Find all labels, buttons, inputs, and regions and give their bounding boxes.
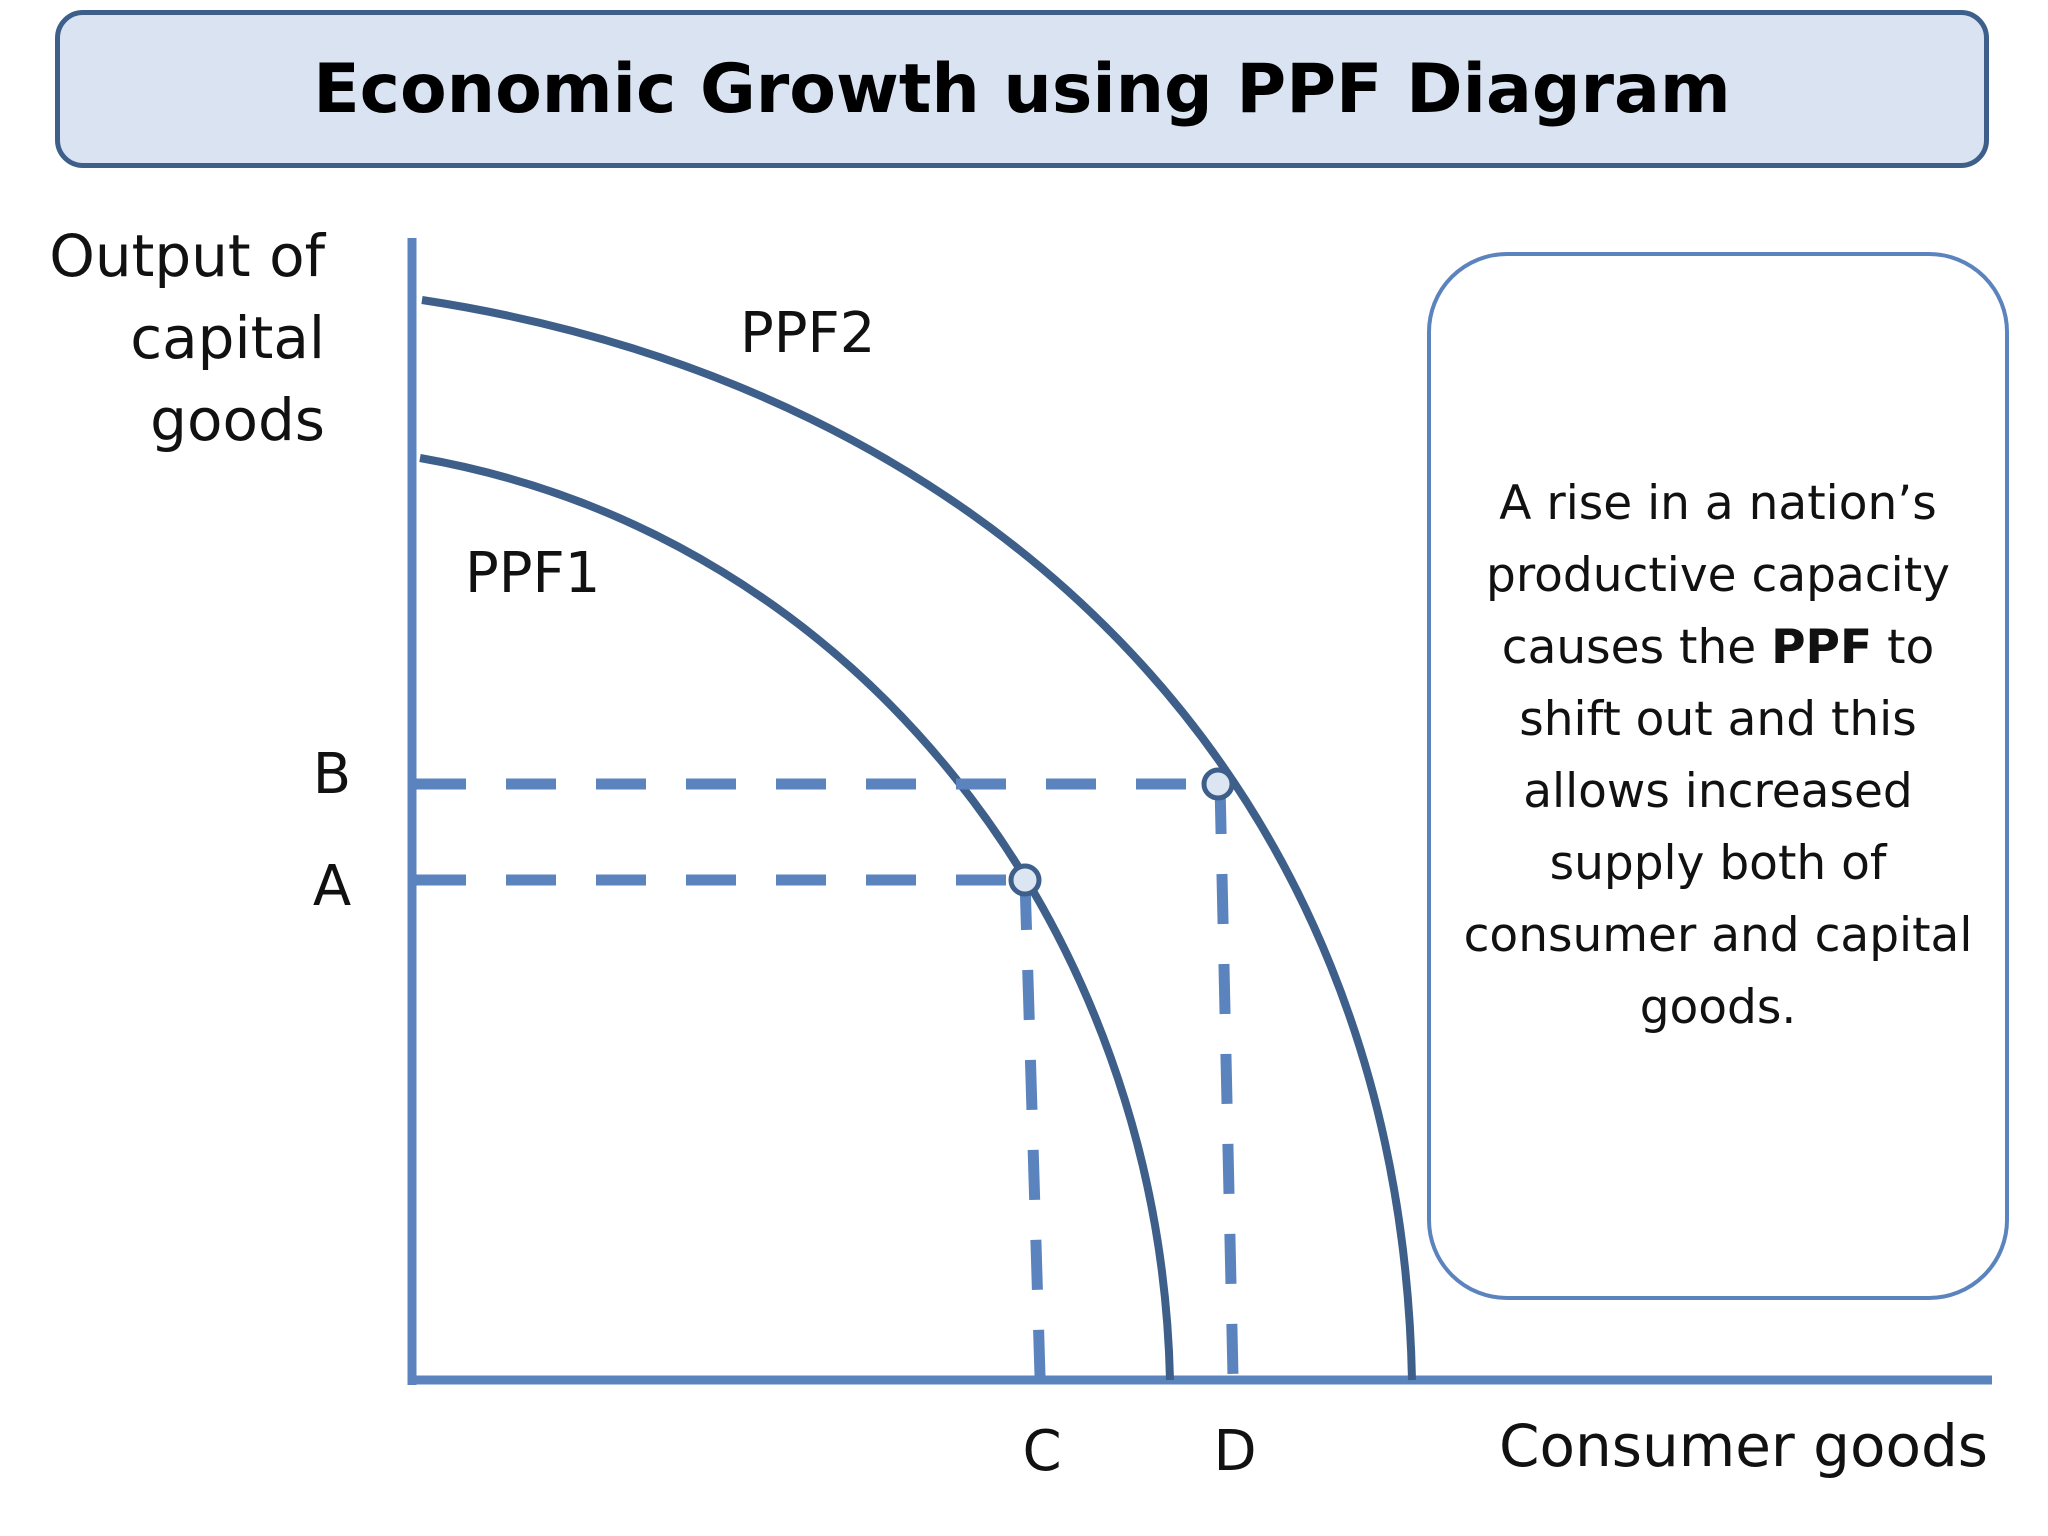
ppf2-label: PPF2	[740, 301, 875, 366]
x-axis-label: Consumer goods	[1499, 1412, 1988, 1480]
label-d: D	[1213, 1419, 1256, 1484]
y-axis-label-line-1: Output of	[49, 222, 326, 290]
explanation-box: A rise in a nation’s productive capacity…	[1427, 252, 2009, 1300]
point-ac	[1008, 863, 1042, 897]
label-b: B	[313, 742, 351, 807]
title-banner: Economic Growth using PPF Diagram	[55, 10, 1989, 168]
ppf2-curve	[421, 296, 1416, 1381]
point-bd	[1201, 767, 1235, 801]
dashed-line-c	[1019, 879, 1046, 1377]
explanation-text: A rise in a nation’s productive capacity…	[1461, 468, 1975, 1044]
label-c: C	[1022, 1419, 1061, 1484]
label-a: A	[313, 854, 351, 919]
ppf1-label: PPF1	[465, 541, 600, 606]
dashed-line-d	[1214, 783, 1239, 1377]
explanation-text-bold: PPF	[1771, 620, 1873, 675]
explanation-text-after: to shift out and this allows increased s…	[1463, 620, 1973, 1035]
y-axis-label-line-3: goods	[150, 386, 325, 454]
y-axis-label-line-2: capital	[130, 304, 325, 372]
diagram-title: Economic Growth using PPF Diagram	[313, 49, 1731, 129]
explanation-text-before: A rise in a nation’s productive capacity…	[1486, 476, 1950, 675]
